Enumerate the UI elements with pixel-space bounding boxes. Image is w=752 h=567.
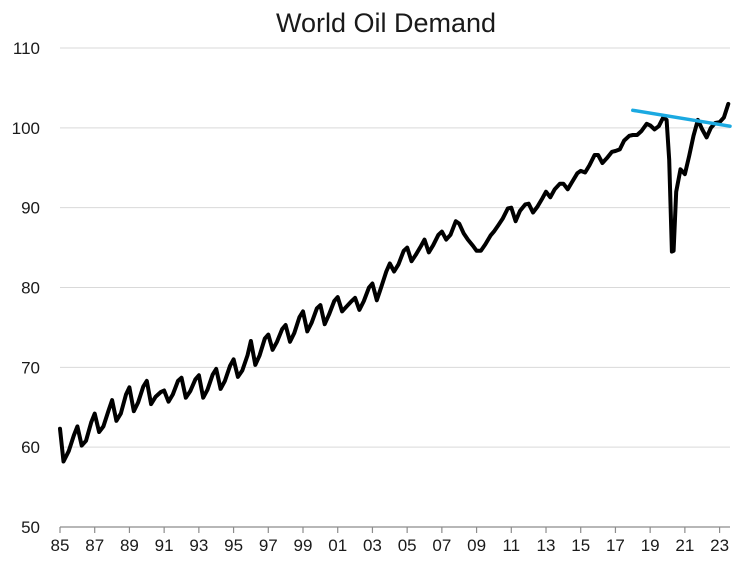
y-tick-label: 90 [21,199,40,218]
x-tick-label: 97 [259,536,278,555]
demand-series-line [58,101,731,464]
x-tick-label: 89 [120,536,139,555]
y-tick-label: 60 [21,438,40,457]
trend-series-line [631,108,732,128]
x-tick-label: 15 [571,536,590,555]
y-tick-label: 80 [21,279,40,298]
y-tick-label: 70 [21,358,40,377]
y-tick-label: 110 [13,39,40,58]
x-tick-label: 17 [606,536,625,555]
y-axis-ticks: 50 60 70 80 90 100 110 [12,39,40,537]
x-axis: 85 87 89 91 93 95 97 99 01 03 05 07 09 11 13 15 17 19 21 23 [51,526,730,555]
y-tick-label: 100 [12,119,40,138]
x-tick-label: 93 [189,536,208,555]
gridlines [60,47,730,448]
x-tick-label: 23 [710,536,729,555]
chart-title: World Oil Demand [276,8,496,38]
x-tick-label: 11 [502,536,520,555]
x-tick-label: 85 [51,536,70,555]
x-tick-label: 07 [432,536,451,555]
x-tick-label: 99 [294,536,313,555]
x-tick-label: 01 [328,536,347,555]
x-tick-label: 91 [155,536,174,555]
x-tick-label: 09 [467,536,486,555]
series [58,101,732,464]
x-tick-label: 87 [85,536,104,555]
x-tick-label: 19 [641,536,660,555]
x-tick-label: 13 [537,536,556,555]
x-tick-label: 03 [363,536,382,555]
x-tick-label: 05 [398,536,417,555]
x-tick-label: 95 [224,536,243,555]
x-tick-label: 21 [675,536,694,555]
y-tick-label: 50 [21,518,40,537]
